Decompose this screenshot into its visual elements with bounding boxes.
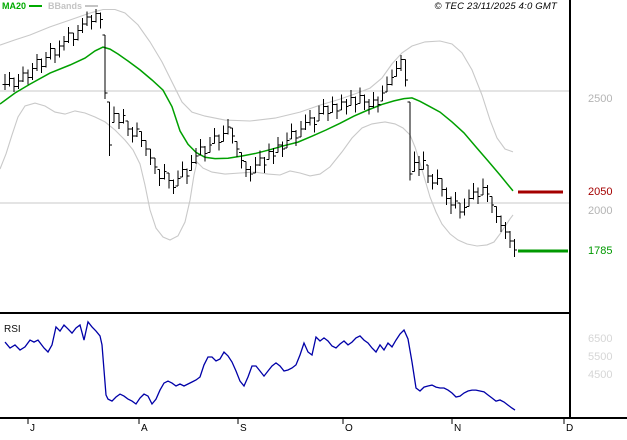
month-label-o: O <box>345 423 353 434</box>
chart-legend: MA20 BBands <box>2 1 104 11</box>
month-label-s: S <box>240 423 247 434</box>
legend-ma20-swatch <box>29 5 43 7</box>
price-axis-label-2000: 2000 <box>588 205 613 217</box>
time-axis <box>0 0 627 424</box>
rsi-panel <box>4 320 516 411</box>
rsi-axis-label-6500: 6500 <box>588 333 613 345</box>
rsi-axis-label-4500: 4500 <box>588 369 613 381</box>
level-label-1785: 1785 <box>588 245 613 258</box>
rsi-panel-label: RSI <box>4 324 21 335</box>
legend-bbands-swatch <box>85 5 99 7</box>
month-label-d: D <box>566 423 574 434</box>
month-label-a: A <box>141 423 148 434</box>
price-axis-label-2500: 2500 <box>588 93 613 105</box>
price-panel <box>0 8 570 257</box>
month-label-n: N <box>454 423 462 434</box>
month-label-j: J <box>30 423 35 434</box>
copyright-text: © TEC 23/11/2025 4:0 GMT <box>434 1 557 12</box>
level-label-2050: 2050 <box>588 185 613 198</box>
legend-ma20-label: MA20 <box>2 1 27 11</box>
rsi-axis-label-5500: 5500 <box>588 351 613 363</box>
legend-bbands-label: BBands <box>48 1 83 11</box>
